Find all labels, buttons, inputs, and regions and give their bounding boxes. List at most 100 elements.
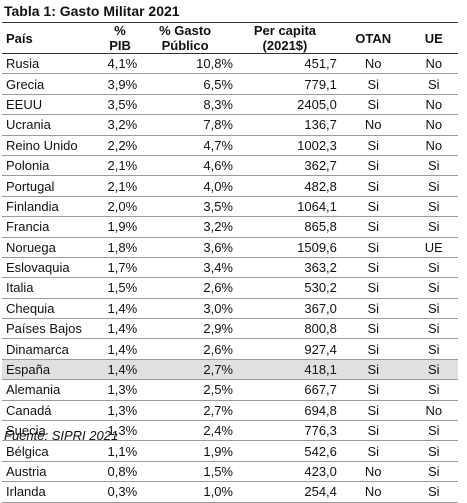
cell-ue: Si: [409, 481, 458, 503]
table-row: Francia 1,9% 3,2% 865,8 Si Si: [2, 216, 458, 238]
cell-ue: No: [409, 114, 458, 136]
cell-pib: 3,9%: [102, 73, 138, 95]
cell-pib: 2,1%: [102, 155, 138, 177]
cell-otan: No: [336, 114, 410, 136]
cell-pib: 1,9%: [102, 216, 138, 238]
cell-ue: Si: [409, 338, 458, 360]
cell-gasto-publico: 2,7%: [137, 400, 233, 422]
cell-pib: 2,2%: [102, 135, 138, 156]
table-row: Bélgica 1,1% 1,9% 542,6 Si Si: [2, 440, 458, 462]
cell-pais: Francia: [2, 216, 103, 238]
cell-per-capita: 418,1: [233, 359, 337, 381]
cell-ue: Si: [409, 73, 458, 95]
table-row: Países Bajos 1,4% 2,9% 800,8 Si Si: [2, 318, 458, 340]
cell-pais: Suecia: [2, 420, 103, 442]
table-row: Alemania 1,3% 2,5% 667,7 Si Si: [2, 379, 458, 401]
cell-gasto-publico: 8,3%: [137, 94, 233, 116]
cell-pib: 1,1%: [102, 440, 138, 462]
cell-otan: Si: [336, 400, 410, 422]
cell-otan: Si: [336, 175, 410, 197]
cell-gasto-publico: 3,6%: [137, 237, 233, 258]
header-pib: % PIB: [102, 22, 138, 54]
cell-otan: No: [336, 461, 410, 483]
cell-pais: Eslovaquia: [2, 257, 103, 279]
cell-ue: Si: [409, 155, 458, 177]
table-row: Chequia 1,4% 3,0% 367,0 Si Si: [2, 298, 458, 320]
cell-pib: 1,3%: [102, 379, 138, 401]
cell-ue: UE: [409, 237, 458, 258]
cell-ue: Si: [409, 298, 458, 320]
cell-pib: 1,3%: [102, 420, 138, 442]
cell-per-capita: 530,2: [233, 277, 337, 299]
cell-pais: Rusia: [2, 53, 103, 75]
cell-gasto-publico: 2,5%: [137, 379, 233, 401]
header-otan: OTAN: [336, 22, 410, 54]
cell-otan: Si: [336, 135, 410, 156]
table-row: Austria 0,8% 1,5% 423,0 No Si: [2, 461, 458, 483]
cell-ue: No: [409, 400, 458, 422]
cell-pais: Polonia: [2, 155, 103, 177]
cell-gasto-publico: 3,5%: [137, 196, 233, 218]
table-row: Canadá 1,3% 2,7% 694,8 Si No: [2, 400, 458, 422]
cell-pais: Italia: [2, 277, 103, 299]
cell-per-capita: 451,7: [233, 53, 337, 75]
cell-gasto-publico: 10,8%: [137, 53, 233, 75]
cell-otan: Si: [336, 257, 410, 279]
cell-per-capita: 865,8: [233, 216, 337, 238]
cell-otan: Si: [336, 196, 410, 218]
header-ue: UE: [409, 22, 458, 54]
cell-gasto-publico: 4,7%: [137, 135, 233, 156]
cell-gasto-publico: 7,8%: [137, 114, 233, 136]
header-per-capita: Per capita (2021$): [233, 22, 337, 54]
cell-pib: 3,5%: [102, 94, 138, 116]
cell-pib: 1,4%: [102, 318, 138, 340]
table-row: Suecia 1,3% 2,4% 776,3 Si Si: [2, 420, 458, 442]
table-row: Polonia 2,1% 4,6% 362,7 Si Si: [2, 155, 458, 177]
cell-gasto-publico: 2,6%: [137, 338, 233, 360]
cell-ue: Si: [409, 175, 458, 197]
cell-pib: 1,4%: [102, 359, 138, 381]
cell-pib: 1,5%: [102, 277, 138, 299]
table-row: Portugal 2,1% 4,0% 482,8 Si Si: [2, 175, 458, 197]
cell-ue: Si: [409, 379, 458, 401]
cell-per-capita: 776,3: [233, 420, 337, 442]
cell-otan: Si: [336, 379, 410, 401]
cell-pais: Reino Unido: [2, 135, 103, 156]
cell-gasto-publico: 1,5%: [137, 461, 233, 483]
cell-ue: Si: [409, 318, 458, 340]
cell-per-capita: 667,7: [233, 379, 337, 401]
cell-pais: España: [2, 359, 103, 381]
cell-ue: Si: [409, 461, 458, 483]
cell-gasto-publico: 3,4%: [137, 257, 233, 279]
cell-gasto-publico: 4,6%: [137, 155, 233, 177]
cell-pib: 2,0%: [102, 196, 138, 218]
cell-pib: 0,8%: [102, 461, 138, 483]
cell-pais: Noruega: [2, 237, 103, 258]
cell-per-capita: 136,7: [233, 114, 337, 136]
cell-otan: Si: [336, 338, 410, 360]
cell-per-capita: 1002,3: [233, 135, 337, 156]
cell-ue: No: [409, 53, 458, 75]
cell-pib: 1,3%: [102, 400, 138, 422]
cell-ue: Si: [409, 440, 458, 462]
table-title: Tabla 1: Gasto Militar 2021: [4, 3, 180, 19]
cell-per-capita: 367,0: [233, 298, 337, 320]
cell-per-capita: 694,8: [233, 400, 337, 422]
cell-pais: Alemania: [2, 379, 103, 401]
header-gasto-publico: % Gasto Público: [137, 22, 233, 54]
cell-gasto-publico: 1,0%: [137, 481, 233, 503]
cell-otan: No: [336, 481, 410, 503]
cell-pais: Portugal: [2, 175, 103, 197]
cell-per-capita: 1064,1: [233, 196, 337, 218]
cell-per-capita: 542,6: [233, 440, 337, 462]
table-row: Irlanda 0,3% 1,0% 254,4 No Si: [2, 481, 458, 503]
cell-pib: 0,3%: [102, 481, 138, 503]
cell-pib: 1,7%: [102, 257, 138, 279]
cell-pais: Bélgica: [2, 440, 103, 462]
header-pais: País: [2, 22, 103, 54]
cell-per-capita: 779,1: [233, 73, 337, 95]
cell-per-capita: 423,0: [233, 461, 337, 483]
cell-pais: Austria: [2, 461, 103, 483]
cell-otan: Si: [336, 440, 410, 462]
cell-pais: Irlanda: [2, 481, 103, 503]
